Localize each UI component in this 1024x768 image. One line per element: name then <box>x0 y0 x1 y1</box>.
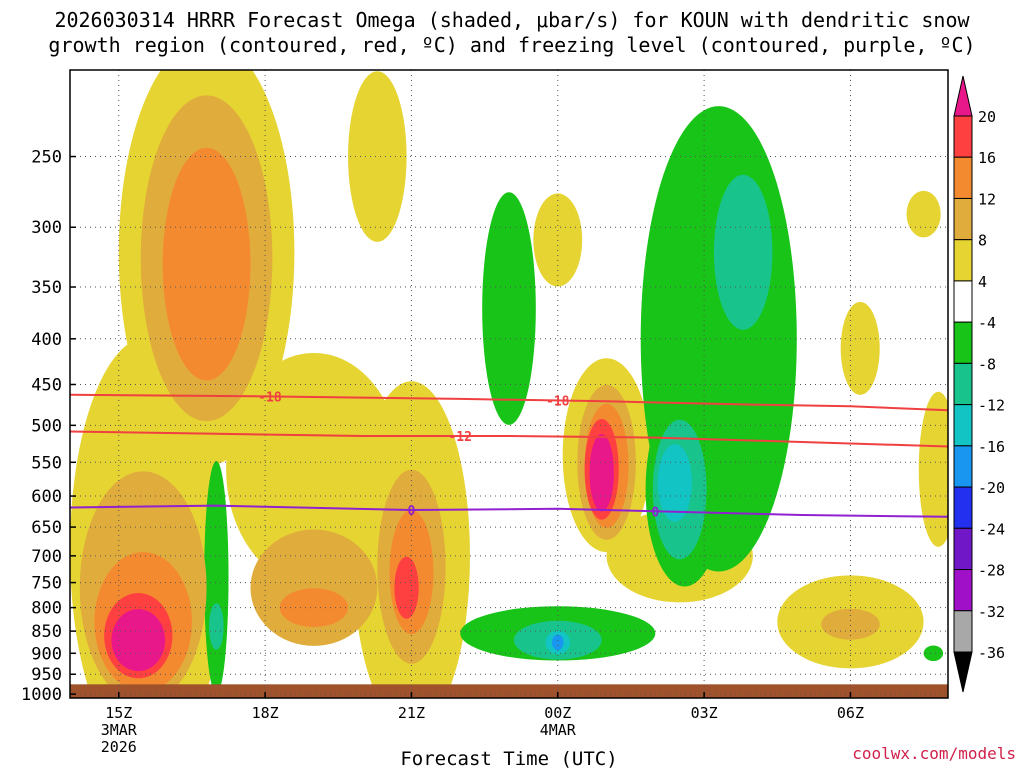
colorbar-label--24: -24 <box>978 520 1005 538</box>
omega-region-up-39 <box>111 609 166 672</box>
omega-region-up-31 <box>279 588 349 627</box>
omega-region-up-5 <box>533 193 583 287</box>
y-tick-label-800: 800 <box>31 599 62 619</box>
contour-line--12-1 <box>69 430 949 448</box>
ground-terrain <box>70 684 948 698</box>
colorbar-label--16: -16 <box>978 438 1005 456</box>
colorbar-swatch-8 <box>953 445 973 488</box>
chart-title-line2: growth region (contoured, red, ºC) and f… <box>48 33 976 57</box>
y-tick-label-850: 850 <box>31 622 62 642</box>
y-tick-label-550: 550 <box>31 453 62 473</box>
omega-region-up-23 <box>821 608 880 640</box>
x-tick-label-15Z: 15Z <box>105 704 132 722</box>
colorbar-label--20: -20 <box>978 479 1005 497</box>
colorbar-swatch-4 <box>953 280 973 323</box>
contour-label-0-0: 0 <box>408 504 416 519</box>
colorbar-label-20: 20 <box>978 108 996 126</box>
colorbar-swatch-7 <box>953 404 973 447</box>
x-tick-date-15Z: 3MAR <box>101 721 138 739</box>
omega-region-down-17 <box>923 645 944 662</box>
y-tick-label-600: 600 <box>31 487 62 507</box>
colorbar-swatch-6 <box>953 362 973 406</box>
colorbar-label-16: 16 <box>978 149 996 167</box>
colorbar-swatch-5 <box>953 321 973 364</box>
y-tick-label-250: 250 <box>31 148 62 168</box>
x-tick-label-21Z: 21Z <box>398 704 425 722</box>
colorbar-swatch-3 <box>953 239 973 282</box>
credit-text: coolwx.com/models <box>852 744 1016 763</box>
colorbar-label--32: -32 <box>978 603 1005 621</box>
colorbar-top-triangle <box>953 75 973 117</box>
y-tick-label-650: 650 <box>31 518 62 538</box>
x-tick-label-06Z: 06Z <box>837 704 864 722</box>
omega-region-down-38 <box>551 634 564 651</box>
y-tick-label-900: 900 <box>31 644 62 664</box>
x-tick-label-03Z: 03Z <box>691 704 718 722</box>
omega-region-down-27 <box>209 603 224 650</box>
contour-label-0-1: 0 <box>651 505 659 520</box>
colorbar-swatch-2 <box>953 197 973 241</box>
omega-region-up-36 <box>394 556 419 619</box>
x-tick-date-00Z: 4MAR <box>540 721 577 739</box>
colorbar-swatch-1 <box>953 156 973 199</box>
omega-region-up-11 <box>918 391 948 547</box>
contour-line-0-2 <box>69 504 949 518</box>
omega-region-down-33 <box>657 444 692 522</box>
y-tick-label-950: 950 <box>31 665 62 685</box>
colorbar-label--4: -4 <box>978 314 996 332</box>
y-tick-label-700: 700 <box>31 547 62 567</box>
x-axis-label: Forecast Time (UTC) <box>400 748 617 768</box>
x-tick-label-00Z: 00Z <box>544 704 571 722</box>
omega-region-up-4 <box>348 71 407 242</box>
colorbar-swatch-10 <box>953 527 973 571</box>
colorbar-swatch-12 <box>953 610 973 653</box>
chart-title-line1: 2026030314 HRRR Forecast Omega (shaded, … <box>54 8 970 32</box>
y-tick-label-350: 350 <box>31 278 62 298</box>
contour-line--18-0 <box>69 393 949 412</box>
colorbar-swatch-11 <box>953 569 973 612</box>
omega-region-down-16 <box>204 461 229 694</box>
colorbar-bottom-triangle <box>953 651 973 693</box>
omega-region-up-10 <box>906 190 941 238</box>
x-tick-label-18Z: 18Z <box>252 704 279 722</box>
colorbar-label--28: -28 <box>978 562 1005 580</box>
y-tick-label-750: 750 <box>31 574 62 594</box>
omega-shading <box>70 70 948 698</box>
colorbar-label-4: 4 <box>978 273 987 291</box>
colorbar-swatch-0 <box>953 115 973 158</box>
y-tick-label-500: 500 <box>31 416 62 436</box>
colorbar-label-8: 8 <box>978 232 987 250</box>
colorbar-label-12: 12 <box>978 190 996 208</box>
omega-region-up-28 <box>162 147 251 381</box>
y-tick-label-450: 450 <box>31 375 62 395</box>
contour-label--18-0: -18 <box>258 390 282 405</box>
omega-region-up-9 <box>840 301 880 395</box>
omega-region-down-24 <box>713 174 773 330</box>
y-tick-label-1000: 1000 <box>21 685 62 705</box>
colorbar-label--12: -12 <box>978 397 1005 415</box>
omega-region-up-40 <box>589 433 614 512</box>
contour-label--18-1: -18 <box>546 395 570 410</box>
colorbar-label--36: -36 <box>978 644 1005 662</box>
omega-region-up-21 <box>250 529 378 646</box>
omega-region-down-12 <box>482 192 536 425</box>
colorbar-label--8: -8 <box>978 355 996 373</box>
y-tick-label-400: 400 <box>31 330 62 350</box>
x-tick-year-15Z: 2026 <box>101 738 137 756</box>
colorbar-swatch-9 <box>953 486 973 529</box>
contour-label--12-0: -12 <box>448 430 471 445</box>
y-tick-label-300: 300 <box>31 218 62 238</box>
